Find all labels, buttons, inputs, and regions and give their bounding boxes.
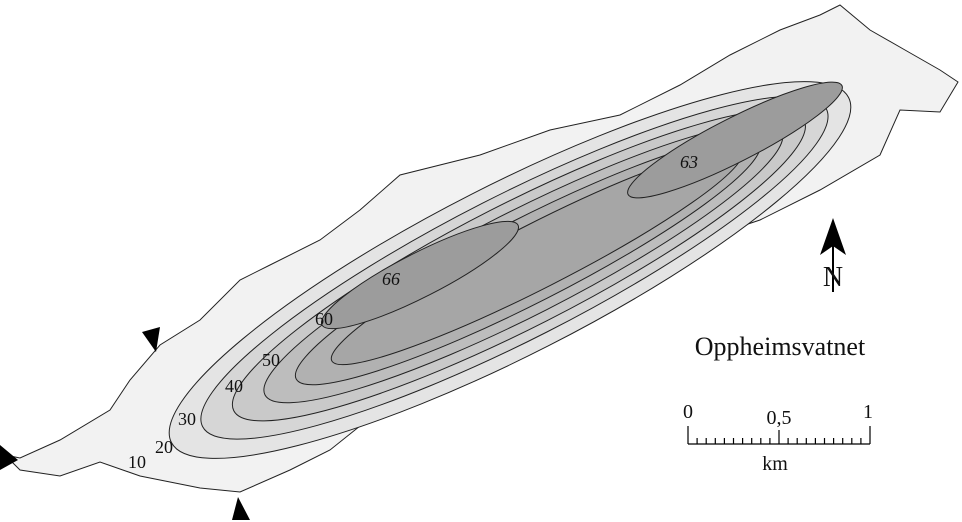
depth-label: 40 xyxy=(225,376,243,396)
section-markers xyxy=(0,327,250,520)
contour xyxy=(320,220,520,330)
depth-label: 60 xyxy=(315,309,333,329)
scale-unit: km xyxy=(762,453,788,475)
depth-label: 20 xyxy=(155,437,173,457)
minor-ticks xyxy=(696,438,862,444)
marker xyxy=(0,445,18,470)
scale-label: 1 xyxy=(863,401,873,423)
map-title: Oppheimsvatnet xyxy=(695,332,866,361)
depth-label: 50 xyxy=(262,350,280,370)
north-arrow: N xyxy=(820,218,846,293)
arrow xyxy=(820,218,846,255)
depth-label: 30 xyxy=(178,409,196,429)
contour xyxy=(627,81,843,199)
north-label: N xyxy=(823,262,843,293)
scale-label: 0,5 xyxy=(767,407,792,429)
scale-label: 0 xyxy=(683,401,693,423)
marker xyxy=(142,327,160,352)
depth-label: 63 xyxy=(680,152,698,172)
marker xyxy=(232,497,250,520)
scale-bar xyxy=(687,426,871,445)
scale-labels: 0 0,5 1 km xyxy=(683,401,873,475)
lake xyxy=(3,4,959,493)
depth-labels: 10 20 30 40 50 60 66 63 xyxy=(128,152,698,472)
depth-label: 66 xyxy=(382,269,400,289)
depth-label: 10 xyxy=(128,452,146,472)
